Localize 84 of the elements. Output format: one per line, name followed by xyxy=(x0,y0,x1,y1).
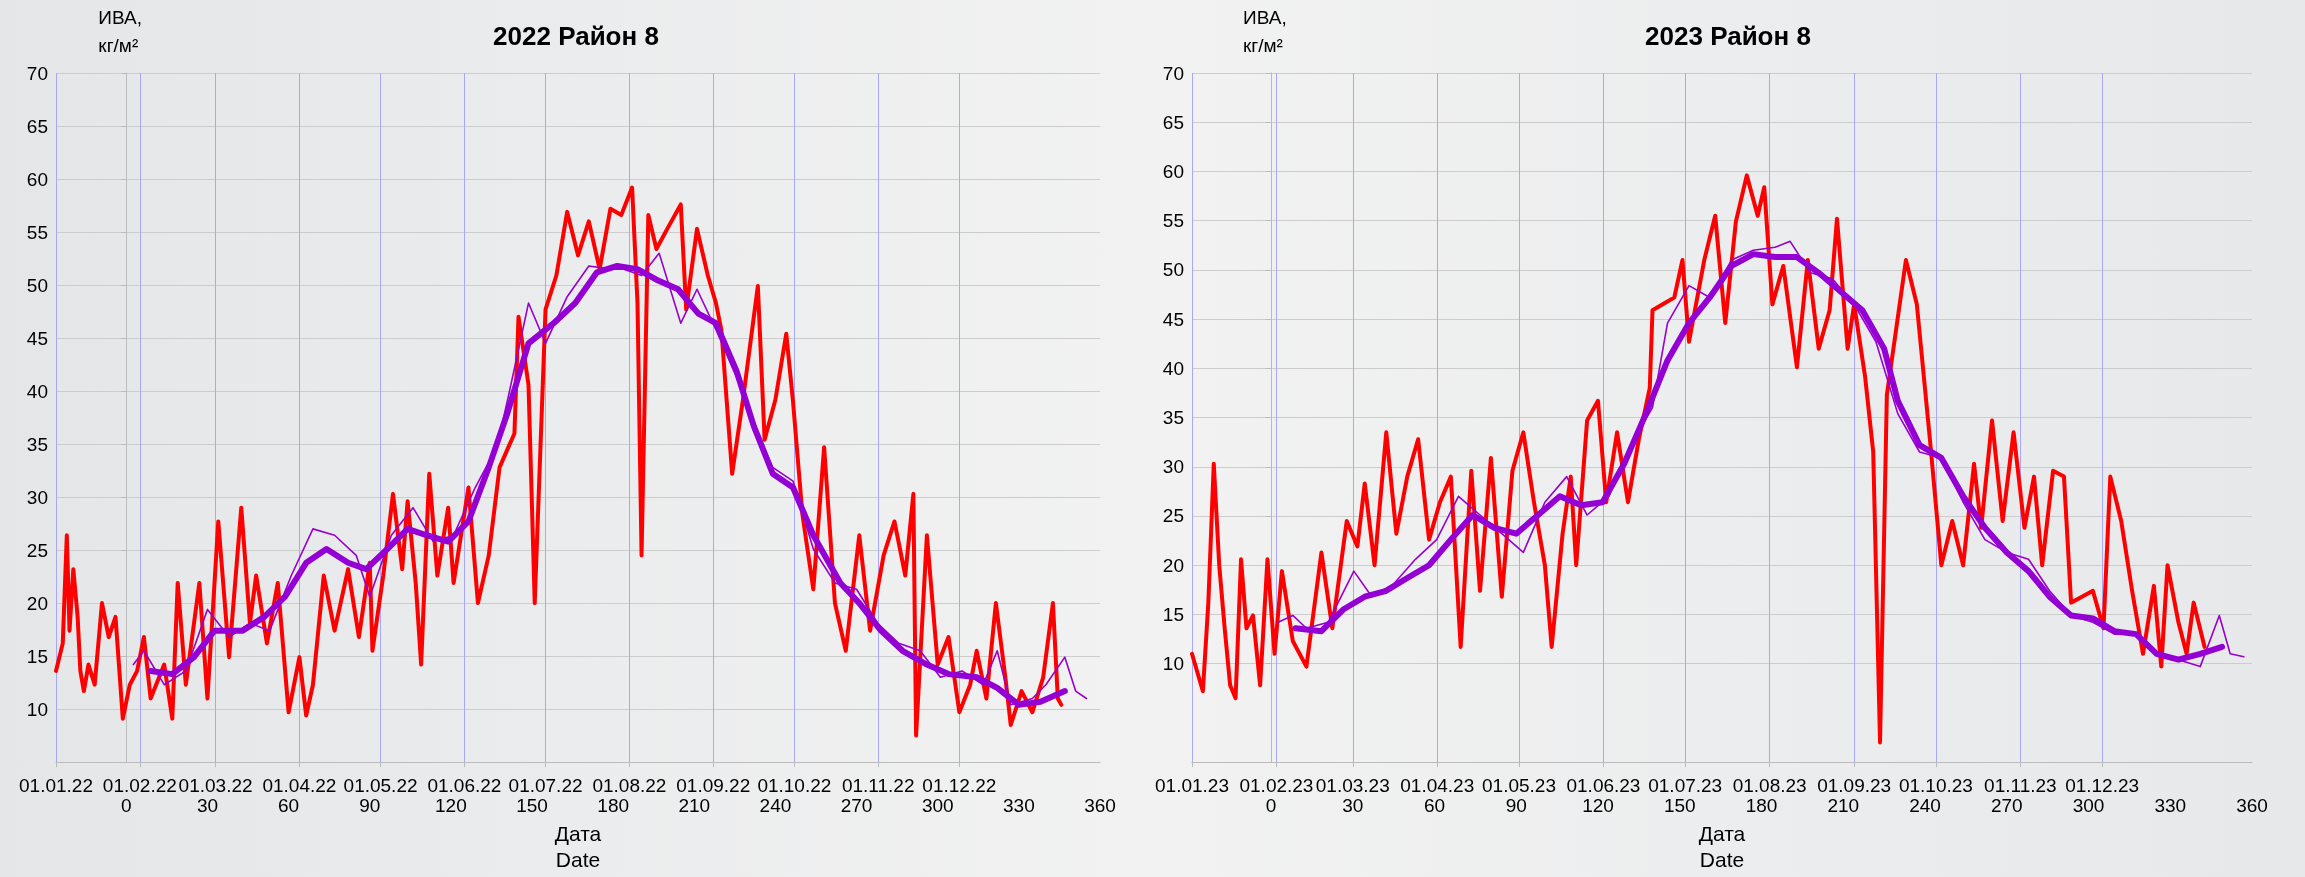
y-tick-label: 70 xyxy=(1162,62,1184,84)
y-tick-label: 35 xyxy=(1162,407,1184,429)
line-series xyxy=(54,185,1064,738)
x-axis-title: Дата Date xyxy=(1698,821,1746,871)
x-tick-label: 270 xyxy=(1990,795,2023,817)
x-tick-label: 0 xyxy=(1265,795,1277,817)
y-tick-label: 70 xyxy=(26,62,48,84)
y-tick-label: 50 xyxy=(26,274,48,296)
x2-tick-label: 01.06.23 xyxy=(1566,775,1641,797)
y-tick-label: 20 xyxy=(26,592,48,614)
x-tick-label: 180 xyxy=(1745,795,1778,817)
x-tick-label: 330 xyxy=(1003,795,1035,817)
y-tick-label: 60 xyxy=(26,168,48,190)
y-tick-label: 20 xyxy=(1162,554,1184,576)
x-tick-label: 120 xyxy=(435,795,467,817)
x2-tick-label: 01.04.23 xyxy=(1400,775,1475,797)
x-tick-label: 0 xyxy=(121,795,132,817)
x-tick-label: 30 xyxy=(196,795,219,817)
y-tick-label: 40 xyxy=(26,380,48,402)
x-axis-title: Дата Date xyxy=(554,821,602,871)
y-tick-label: 35 xyxy=(26,433,48,455)
x2-tick-label: 01.04.22 xyxy=(262,775,337,797)
x-tick-label: 60 xyxy=(1423,795,1446,817)
x-tick-label: 360 xyxy=(2236,795,2268,817)
y-tick-label: 15 xyxy=(26,645,48,667)
x2-tick-label: 01.05.23 xyxy=(1481,775,1556,797)
x2-tick-label: 01.02.22 xyxy=(102,775,177,797)
x2-tick-label: 01.08.22 xyxy=(592,775,667,797)
y-tick-label: 15 xyxy=(1162,603,1184,625)
x-tick-label: 360 xyxy=(1084,795,1116,817)
x2-tick-label: 01.11.22 xyxy=(841,775,915,797)
x2-tick-label: 01.09.22 xyxy=(676,775,751,797)
x2-tick-label: 01.03.22 xyxy=(178,775,253,797)
y-tick-label: 60 xyxy=(1162,160,1184,182)
x2-tick-label: 01.01.22 xyxy=(19,775,93,797)
y-tick-label: 25 xyxy=(26,539,48,561)
x-tick-label: 150 xyxy=(1663,795,1696,817)
x2-tick-label: 01.02.23 xyxy=(1239,775,1314,797)
y-tick-label: 65 xyxy=(26,115,48,137)
x2-tick-label: 01.05.22 xyxy=(343,775,418,797)
x2-tick-label: 01.11.23 xyxy=(1984,775,2057,797)
y-axis-title: ИВА, кг/м² xyxy=(98,6,142,56)
x-tick-label: 150 xyxy=(516,795,548,817)
x-tick-label: 300 xyxy=(2072,795,2105,817)
x-tick-label: 240 xyxy=(1909,795,1941,817)
x2-tick-label: 01.09.23 xyxy=(1817,775,1892,797)
y-tick-label: 50 xyxy=(1162,259,1184,281)
line-series xyxy=(1189,173,2207,745)
x-tick-label: 60 xyxy=(278,795,300,817)
y-tick-label: 55 xyxy=(26,221,48,243)
x2-tick-label: 01.07.22 xyxy=(508,775,583,797)
y-tick-label: 30 xyxy=(1162,456,1184,478)
x-tick-label: 210 xyxy=(1827,795,1860,817)
x-tick-label: 30 xyxy=(1342,795,1364,817)
x-tick-label: 90 xyxy=(1505,795,1527,817)
x2-tick-label: 01.08.23 xyxy=(1732,775,1807,797)
x2-tick-label: 01.12.22 xyxy=(922,775,997,797)
x-tick-label: 180 xyxy=(597,795,630,817)
x2-tick-label: 01.01.23 xyxy=(1155,775,1229,797)
y-tick-label: 30 xyxy=(26,486,48,508)
x2-tick-label: 01.10.23 xyxy=(1898,775,1973,797)
x2-tick-label: 01.12.23 xyxy=(2065,775,2140,797)
x-tick-label: 330 xyxy=(2154,795,2187,817)
y-tick-label: 40 xyxy=(1162,357,1184,379)
y-tick-label: 10 xyxy=(1162,653,1184,675)
x2-tick-label: 01.10.22 xyxy=(757,775,832,797)
x2-tick-label: 01.03.23 xyxy=(1315,775,1390,797)
x2-tick-label: 01.07.23 xyxy=(1648,775,1723,797)
y-tick-label: 45 xyxy=(1162,308,1184,330)
chart-title: 2022 Район 8 xyxy=(493,21,659,51)
y-axis-title: ИВА, кг/м² xyxy=(1243,6,1287,56)
x2-tick-label: 01.06.22 xyxy=(427,775,502,797)
y-tick-label: 25 xyxy=(1162,505,1184,527)
x-tick-label: 300 xyxy=(921,795,954,817)
x-tick-label: 210 xyxy=(678,795,711,817)
y-tick-label: 55 xyxy=(1162,210,1184,232)
chart-title: 2023 Район 8 xyxy=(1645,21,1811,51)
y-tick-label: 10 xyxy=(26,698,48,720)
x-tick-label: 90 xyxy=(359,795,381,817)
x-tick-label: 120 xyxy=(1582,795,1614,817)
x-tick-label: 240 xyxy=(759,795,792,817)
x-tick-label: 270 xyxy=(840,795,873,817)
y-tick-label: 65 xyxy=(1162,111,1184,133)
y-tick-label: 45 xyxy=(26,327,48,349)
